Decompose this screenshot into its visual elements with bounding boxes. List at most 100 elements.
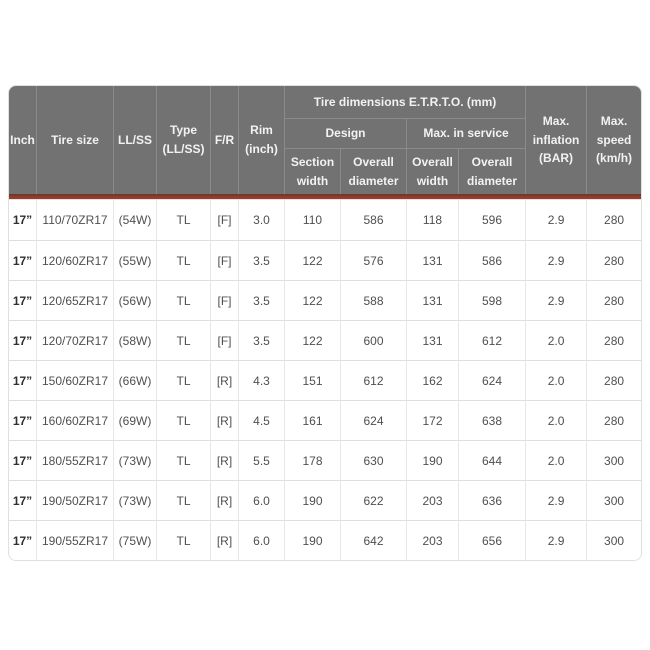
cell-ll-ss: (54W)	[114, 200, 157, 240]
cell-section-width: 151	[285, 360, 341, 400]
cell-max-speed: 300	[587, 480, 641, 520]
table-row: 17” 180/55ZR17 (73W) TL [R] 5.5 178 630 190 644 2.…	[9, 440, 641, 480]
cell-tire-size: 190/55ZR17	[37, 520, 114, 560]
cell-tire-size: 160/60ZR17	[37, 400, 114, 440]
cell-section-width: 122	[285, 240, 341, 280]
col-header-section-width: Section width	[285, 149, 341, 194]
cell-overall-diameter-service: 636	[459, 480, 527, 520]
cell-max-speed: 300	[587, 440, 641, 480]
cell-tire-size: 190/50ZR17	[37, 480, 114, 520]
cell-inch: 17”	[9, 400, 37, 440]
cell-overall-width: 131	[407, 320, 459, 360]
cell-section-width: 161	[285, 400, 341, 440]
cell-overall-diameter-design: 612	[341, 360, 407, 400]
cell-section-width: 190	[285, 520, 341, 560]
cell-max-inflation: 2.9	[526, 200, 588, 240]
cell-max-inflation: 2.9	[526, 520, 588, 560]
cell-max-speed: 300	[587, 520, 641, 560]
cell-overall-diameter-design: 588	[341, 280, 407, 320]
cell-max-speed: 280	[587, 240, 641, 280]
cell-tire-size: 150/60ZR17	[37, 360, 114, 400]
cell-inch: 17”	[9, 520, 37, 560]
cell-inch: 17”	[9, 360, 37, 400]
group-header-design: Design	[285, 119, 407, 149]
cell-max-speed: 280	[587, 400, 641, 440]
cell-overall-width: 131	[407, 240, 459, 280]
cell-type: TL	[157, 360, 211, 400]
col-header-overall-diameter-service: Overall diameter	[459, 149, 527, 194]
cell-f-r: [R]	[211, 480, 239, 520]
cell-tire-size: 120/70ZR17	[37, 320, 114, 360]
cell-ll-ss: (69W)	[114, 400, 157, 440]
table-row: 17” 150/60ZR17 (66W) TL [R] 4.3 151 612 162 624 2.…	[9, 360, 641, 400]
cell-max-speed: 280	[587, 360, 641, 400]
cell-type: TL	[157, 400, 211, 440]
table-body: 17” 110/70ZR17 (54W) TL [F] 3.0 110 586 118 596 2.…	[9, 200, 641, 560]
cell-overall-diameter-design: 642	[341, 520, 407, 560]
cell-section-width: 110	[285, 200, 341, 240]
cell-ll-ss: (73W)	[114, 440, 157, 480]
cell-inch: 17”	[9, 480, 37, 520]
col-header-f-r: F/R	[211, 86, 239, 194]
table-header: Inch Tire size LL/SS Type (LL/SS) F/R Ri…	[9, 86, 641, 200]
cell-max-inflation: 2.0	[526, 320, 588, 360]
cell-inch: 17”	[9, 200, 37, 240]
cell-type: TL	[157, 240, 211, 280]
cell-overall-diameter-design: 586	[341, 200, 407, 240]
cell-type: TL	[157, 520, 211, 560]
cell-overall-diameter-design: 624	[341, 400, 407, 440]
cell-overall-width: 203	[407, 480, 459, 520]
col-header-type: Type (LL/SS)	[157, 86, 211, 194]
cell-ll-ss: (55W)	[114, 240, 157, 280]
cell-ll-ss: (73W)	[114, 480, 157, 520]
cell-f-r: [R]	[211, 440, 239, 480]
cell-type: TL	[157, 280, 211, 320]
cell-overall-diameter-service: 586	[459, 240, 527, 280]
cell-rim: 3.5	[239, 240, 285, 280]
cell-f-r: [F]	[211, 200, 239, 240]
col-header-tire-size: Tire size	[37, 86, 114, 194]
cell-overall-diameter-design: 576	[341, 240, 407, 280]
cell-f-r: [F]	[211, 320, 239, 360]
cell-overall-width: 131	[407, 280, 459, 320]
cell-tire-size: 180/55ZR17	[37, 440, 114, 480]
table-row: 17” 120/70ZR17 (58W) TL [F] 3.5 122 600 131 612 2.…	[9, 320, 641, 360]
cell-overall-diameter-service: 612	[459, 320, 527, 360]
cell-inch: 17”	[9, 240, 37, 280]
cell-overall-diameter-service: 644	[459, 440, 527, 480]
cell-max-speed: 280	[587, 200, 641, 240]
cell-type: TL	[157, 480, 211, 520]
cell-ll-ss: (66W)	[114, 360, 157, 400]
cell-type: TL	[157, 440, 211, 480]
cell-max-speed: 280	[587, 280, 641, 320]
cell-max-inflation: 2.0	[526, 360, 588, 400]
cell-section-width: 122	[285, 280, 341, 320]
cell-overall-width: 162	[407, 360, 459, 400]
cell-tire-size: 120/60ZR17	[37, 240, 114, 280]
cell-overall-diameter-service: 598	[459, 280, 527, 320]
cell-ll-ss: (75W)	[114, 520, 157, 560]
table-row: 17” 190/50ZR17 (73W) TL [R] 6.0 190 622 203 636 2.…	[9, 480, 641, 520]
cell-section-width: 122	[285, 320, 341, 360]
cell-max-inflation: 2.9	[526, 480, 588, 520]
tire-spec-table: Inch Tire size LL/SS Type (LL/SS) F/R Ri…	[9, 86, 641, 560]
col-header-max-speed: Max. speed (km/h)	[587, 86, 641, 194]
cell-max-inflation: 2.0	[526, 440, 588, 480]
col-header-rim: Rim (inch)	[239, 86, 285, 194]
cell-rim: 4.3	[239, 360, 285, 400]
cell-rim: 3.5	[239, 280, 285, 320]
cell-inch: 17”	[9, 320, 37, 360]
cell-rim: 6.0	[239, 520, 285, 560]
col-header-overall-width: Overall width	[407, 149, 459, 194]
cell-inch: 17”	[9, 280, 37, 320]
cell-max-inflation: 2.9	[526, 280, 588, 320]
cell-section-width: 178	[285, 440, 341, 480]
cell-rim: 6.0	[239, 480, 285, 520]
table-row: 17” 120/65ZR17 (56W) TL [F] 3.5 122 588 131 598 2.…	[9, 280, 641, 320]
cell-rim: 5.5	[239, 440, 285, 480]
cell-max-speed: 280	[587, 320, 641, 360]
table-row: 17” 110/70ZR17 (54W) TL [F] 3.0 110 586 118 596 2.…	[9, 200, 641, 240]
cell-overall-width: 203	[407, 520, 459, 560]
cell-f-r: [F]	[211, 280, 239, 320]
